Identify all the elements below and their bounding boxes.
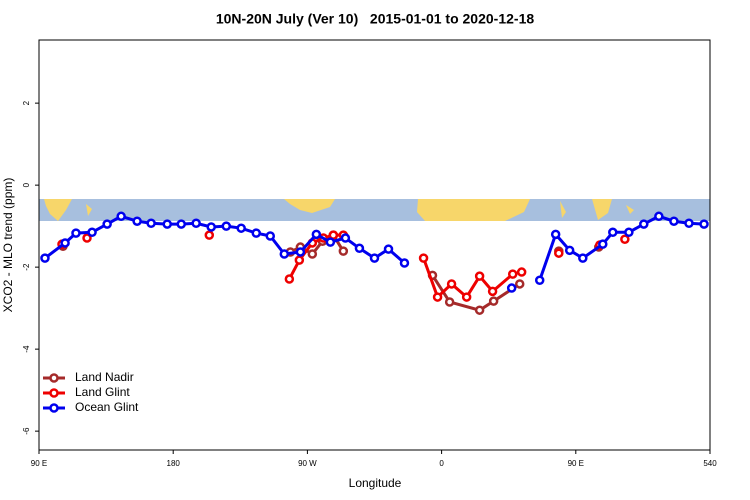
- map-land: [284, 199, 335, 213]
- data-point: [176, 219, 187, 229]
- data-point: [284, 274, 295, 284]
- y-tick-label: -6: [22, 427, 31, 435]
- data-point: [279, 249, 290, 259]
- data-point: [71, 228, 81, 238]
- map-land: [44, 199, 72, 221]
- data-point: [474, 271, 485, 281]
- data-point: [40, 253, 50, 263]
- map-strip: [39, 199, 710, 221]
- data-point: [206, 222, 216, 232]
- data-point: [488, 296, 499, 306]
- data-point: [699, 219, 709, 229]
- legend-marker: [49, 388, 59, 398]
- data-point: [60, 238, 70, 248]
- data-point: [162, 219, 172, 229]
- data-point: [340, 233, 351, 243]
- data-point: [82, 233, 92, 243]
- data-point: [307, 249, 318, 259]
- data-point: [418, 253, 429, 263]
- data-point: [191, 218, 201, 229]
- data-point: [514, 279, 525, 289]
- x-tick-label: 90 E: [568, 459, 584, 468]
- data-point: [654, 211, 664, 222]
- data-point: [554, 248, 564, 258]
- data-point: [624, 227, 634, 238]
- legend-label: Land Nadir: [75, 370, 134, 384]
- data-point: [102, 219, 112, 229]
- data-point: [684, 218, 694, 229]
- data-point: [507, 269, 518, 279]
- data-point: [132, 216, 142, 226]
- data-point: [461, 292, 472, 302]
- x-tick-label: 0: [439, 459, 444, 468]
- y-tick-label: -4: [22, 345, 31, 353]
- map-land: [417, 199, 530, 221]
- data-point: [608, 227, 618, 238]
- data-point: [506, 283, 517, 293]
- data-point: [550, 229, 561, 240]
- data-point: [516, 267, 527, 277]
- chart-title: 10N-20N July (Ver 10) 2015-01-01 to 2020…: [216, 11, 535, 27]
- data-point: [534, 275, 545, 286]
- data-point: [432, 292, 443, 302]
- data-point: [265, 231, 276, 241]
- data-point: [204, 230, 215, 240]
- map-ocean: [39, 199, 710, 221]
- x-tick-label: 90 E: [31, 459, 47, 468]
- legend-label: Land Glint: [75, 385, 130, 399]
- legend-marker: [49, 373, 59, 383]
- data-point: [399, 258, 410, 268]
- data-point: [446, 279, 457, 289]
- y-tick-label: 0: [22, 182, 31, 187]
- data-point: [294, 255, 305, 265]
- plot-frame: [38, 39, 711, 451]
- data-point: [236, 223, 246, 233]
- x-tick-label: 540: [703, 459, 717, 468]
- data-point: [487, 286, 498, 297]
- data-point: [620, 234, 630, 245]
- data-point: [87, 227, 97, 238]
- data-point: [295, 247, 306, 257]
- x-tick-label: 180: [167, 459, 181, 468]
- map-land: [86, 204, 92, 216]
- y-axis-label: XCO2 - MLO trend (ppm): [1, 178, 15, 313]
- data-point: [369, 253, 380, 263]
- data-point: [311, 229, 322, 240]
- data-point: [325, 237, 336, 247]
- legend-marker: [49, 403, 59, 413]
- x-axis-label: Longitude: [349, 476, 402, 490]
- legend-label: Ocean Glint: [75, 400, 139, 414]
- y-tick-label: 2: [22, 100, 31, 105]
- data-point: [474, 305, 485, 315]
- data-point: [338, 246, 349, 256]
- data-point: [354, 243, 365, 254]
- data-point: [251, 228, 262, 238]
- data-point: [146, 218, 156, 229]
- data-point: [669, 216, 679, 226]
- y-tick-label: -2: [22, 263, 31, 271]
- data-point: [444, 297, 455, 307]
- data-point: [639, 219, 649, 229]
- data-point: [116, 211, 126, 222]
- data-point: [564, 245, 575, 256]
- map-land: [560, 199, 634, 220]
- x-tick-label: 90 W: [298, 459, 317, 468]
- data-point: [221, 221, 232, 231]
- data-point: [578, 253, 588, 263]
- data-point: [383, 244, 394, 254]
- data-point: [598, 239, 608, 249]
